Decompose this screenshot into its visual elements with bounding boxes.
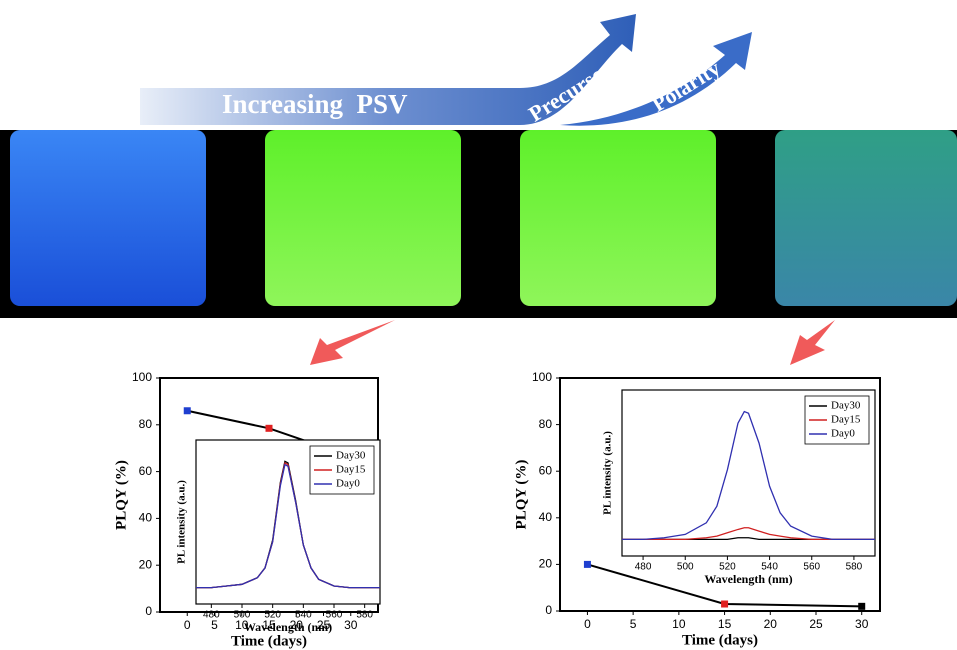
x-axis-label: Wavelength (nm) [244,620,332,634]
y-tick-label: 80 [539,417,553,431]
legend-label: Day15 [336,464,366,476]
legend-label: Day0 [831,428,855,440]
chart: 480 500 520 540 560 580 Wavelength (nm) PL inte… [602,389,876,586]
x-tick-label: 500 [234,610,251,621]
series-line [196,463,380,589]
x-tick-label: 540 [295,610,312,621]
x-tick-label: 520 [719,562,736,573]
y-tick-label: 0 [145,604,152,618]
x-tick-label: 480 [203,610,220,621]
x-tick-label: 20 [290,618,304,632]
x-tick-label: 10 [235,618,249,632]
x-axis-label: Wavelength (nm) [704,572,792,586]
y-tick-label: 100 [532,370,552,384]
pointer-arrow [310,320,395,365]
x-tick-label: 540 [761,562,778,573]
legend-label: Day0 [336,478,360,490]
y-tick-label: 60 [139,464,153,478]
x-tick-label: 560 [326,610,343,621]
point [858,602,866,610]
arrow-label: Polarity [647,55,725,116]
x-tick-label: 0 [184,618,191,632]
x-tick-label: 580 [356,610,373,621]
pointer-arrow [790,320,835,365]
legend-label: Day15 [831,414,861,426]
legend: Day30 Day15 Day0 [804,395,870,445]
x-axis-label: Time (days) [682,632,758,648]
y-tick-label: 100 [132,370,152,384]
x-tick-label: 30 [344,618,358,632]
x-tick-label: 520 [264,610,281,621]
x-tick-label: 500 [677,562,694,573]
x-tick-label: 480 [635,562,652,573]
series-line [622,527,875,541]
y-axis-label: PLQY (%) [513,460,529,530]
y-tick-label: 0 [545,603,552,617]
y-axis-label: PL intensity (a.u.) [602,431,614,515]
y-tick-label: 20 [539,557,553,571]
legend: Day30 Day15 Day0 [309,445,375,495]
x-tick-label: 25 [317,618,331,632]
y-axis-label: PL intensity (a.u.) [176,480,188,564]
arrow-shape [560,32,752,126]
x-tick-label: 25 [809,617,823,631]
x-tick-label: 0 [584,617,591,631]
photo [0,130,957,318]
x-tick-label: 10 [672,617,686,631]
banner-label: Increasing PSV [222,89,408,119]
x-tick-label: 5 [211,618,218,632]
x-tick-label: 5 [630,617,637,631]
point [183,407,191,415]
point [583,560,591,568]
y-tick-label: 60 [539,463,553,477]
legend-label: Day30 [336,450,366,462]
x-tick-label: 15 [718,617,732,631]
y-tick-label: 40 [539,510,553,524]
y-tick-label: 20 [139,557,153,571]
y-axis-label: PLQY (%) [113,460,129,530]
legend-label: Day30 [831,400,861,412]
x-tick-label: 15 [262,618,276,632]
point [721,600,729,608]
x-tick-label: 560 [803,562,820,573]
arrow-shape [140,14,636,125]
x-axis-label: Time (days) [231,633,307,649]
banner: Increasing PSV Precursor Polarity [140,14,752,127]
series-line [622,410,875,541]
x-tick-label: 20 [764,617,778,631]
point [265,424,273,432]
x-tick-label: 580 [846,562,863,573]
y-tick-label: 80 [139,417,153,431]
x-tick-label: 30 [855,617,869,631]
y-tick-label: 40 [139,511,153,525]
